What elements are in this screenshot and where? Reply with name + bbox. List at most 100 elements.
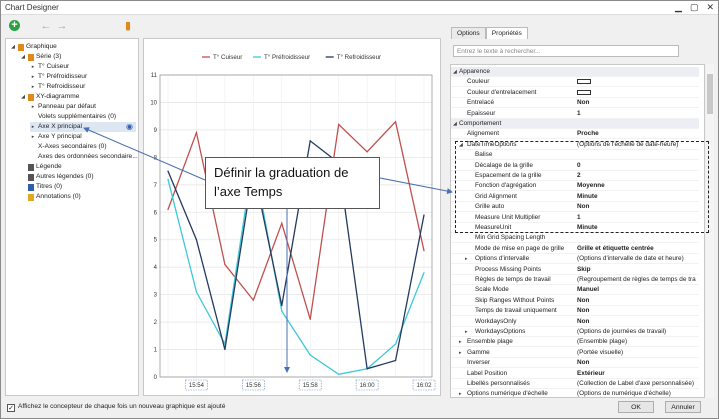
property-row[interactable]: Décalage de la grille 0 [451,161,699,171]
tree-item[interactable]: ▸ Panneau par défaut [30,102,96,112]
tree-item[interactable]: legend-iconLégende [20,162,62,172]
expand-icon[interactable]: ▸ [31,104,35,110]
property-value[interactable] [577,88,697,98]
property-row[interactable]: Mode de mise en page de grille Grille et … [451,244,699,254]
property-row[interactable]: Espacement de la grille 2 [451,171,699,181]
property-value[interactable]: Grille et étiquette centrée [577,244,654,252]
property-value[interactable]: Non [577,317,590,325]
property-value[interactable]: 1 [577,213,581,221]
property-value[interactable]: Minute [577,224,598,231]
add-icon[interactable]: + [9,20,20,31]
expand-icon[interactable]: ▸ [465,329,468,335]
color-swatch[interactable] [577,79,591,85]
property-value[interactable]: Minute [577,192,598,200]
close-icon[interactable]: ✕ [706,2,714,12]
tree-item[interactable]: Axes des ordonnées secondaire... [30,152,138,162]
expand-icon[interactable]: ◢ [21,54,25,60]
expand-icon[interactable]: ▸ [31,134,35,140]
property-row[interactable]: Min Grid Spacing Length [451,233,699,244]
expand-icon[interactable]: ▸ [31,124,35,130]
property-value[interactable]: Moyenne [577,182,605,190]
property-value[interactable]: (Options de journées de travail) [577,328,667,335]
property-value[interactable]: Non [577,296,590,304]
expand-icon[interactable]: ▸ [459,391,462,398]
tree-item[interactable]: ▸ Axe X principal ◉ [30,122,136,132]
property-row[interactable]: ▸ WorkdaysOptions (Options de journées de … [451,327,699,337]
expand-icon[interactable]: ▸ [459,349,462,356]
tree-item[interactable]: titles-iconTitres (0) [20,182,62,192]
expand-icon[interactable]: ▸ [31,84,35,90]
cancel-button[interactable]: Annuler [665,401,701,413]
property-row[interactable]: Grille auto Non [451,202,699,213]
property-category[interactable]: ◢ Comportement [451,119,699,129]
tree-item[interactable]: ▸ T° Refroidisseur [30,82,86,92]
property-value[interactable]: (Portée visuelle) [577,348,624,356]
property-row[interactable]: Couleur [451,77,699,88]
property-value[interactable]: (Collection de Label d'axe personnalisée… [577,380,695,387]
property-row[interactable]: Epaisseur 1 [451,109,699,119]
expand-icon[interactable]: ◢ [453,121,457,127]
property-value[interactable]: Non [577,203,590,211]
tree-item[interactable]: annotation-iconAnnotations (0) [20,192,81,202]
property-row[interactable]: Grid Alignment Minute [451,192,699,202]
expand-icon[interactable]: ◢ [11,44,15,50]
property-value[interactable]: (Options de numérique d'échelle) [577,390,671,398]
property-value[interactable]: (Ensemble plage) [577,338,628,346]
expand-icon[interactable]: ▸ [31,74,35,80]
property-row[interactable]: Process Missing Points Skip [451,265,699,275]
expand-icon[interactable]: ▸ [465,256,468,263]
property-row[interactable]: ▸ Gamme (Portée visuelle) [451,348,699,358]
visibility-eye-icon[interactable]: ◉ [126,122,133,131]
property-row[interactable]: Balise [451,150,699,161]
maximize-icon[interactable]: ▢ [689,2,699,12]
tree-item[interactable]: ◢chart-iconGraphique [10,42,57,52]
expand-icon[interactable]: ▸ [31,64,35,70]
property-scrollbar[interactable] [706,64,714,398]
property-row[interactable]: Measure Unit Multiplier 1 [451,213,699,223]
property-value[interactable]: Manuel [577,286,600,294]
property-value[interactable]: Skip [577,265,591,273]
property-value[interactable]: (Regroupement de règles de temps de tra [577,276,696,283]
expand-icon[interactable]: ◢ [453,69,457,75]
search-input[interactable]: Entrez le texte à rechercher... [453,45,679,57]
property-value[interactable]: 0 [577,161,581,169]
property-row[interactable]: Temps de travail uniquement Non [451,306,699,317]
expand-icon[interactable]: ◢ [459,141,463,148]
tab-properties[interactable]: Propriétés [485,27,528,39]
property-row[interactable]: Label Position Extérieur [451,369,699,379]
tree-item[interactable]: ▸ Axe Y principal [30,132,82,142]
property-row[interactable]: ▸ Ensemble plage (Ensemble plage) [451,337,699,348]
undo-icon[interactable]: ← [40,20,52,32]
expand-icon[interactable]: ▸ [459,339,462,346]
property-value[interactable]: Extérieur [577,369,605,377]
color-swatch[interactable] [577,89,591,95]
property-row[interactable]: Scale Mode Manuel [451,285,699,296]
expand-icon[interactable]: ◢ [21,94,25,100]
property-row[interactable]: ▸ Options numérique d'échelle (Options de … [451,389,699,398]
minimize-icon[interactable]: ▁ [675,2,682,12]
tree-item[interactable]: ▸ T° Préfroidisseur [30,72,87,82]
property-row[interactable]: Entrelacé Non [451,98,699,109]
property-value[interactable]: 1 [577,109,581,117]
property-row[interactable]: Couleur d'entrelacement [451,88,699,98]
property-value[interactable]: (Options de l'échelle de date-heure) [577,140,679,148]
property-value[interactable]: Non [577,99,590,107]
tree-item[interactable]: ▸ T° Cuiseur [30,62,69,72]
tab-options[interactable]: Options [451,27,486,39]
property-value[interactable]: Non [577,359,590,367]
ok-button[interactable]: OK [618,401,654,413]
redo-icon[interactable]: → [56,20,68,32]
property-value[interactable]: (Options d'intervalle de date et heure) [577,255,684,263]
property-row[interactable]: Inverser Non [451,358,699,369]
property-category[interactable]: ◢ Apparence [451,67,699,77]
property-row[interactable]: WorkdaysOnly Non [451,317,699,327]
tree-item[interactable]: legend-iconAutres légendes (0) [20,172,94,182]
show-designer-checkbox[interactable]: ✓ [7,404,15,412]
property-row[interactable]: Règles de temps de travail (Regroupement … [451,275,699,285]
scroll-thumb[interactable] [707,74,713,114]
tree-item[interactable]: ◢series-iconSérie (3) [20,52,61,62]
chart-wizard-icon[interactable]: ▮ [124,20,132,32]
property-value[interactable] [577,77,697,87]
property-value[interactable]: Non [577,307,590,315]
property-value[interactable]: 2 [577,172,581,179]
